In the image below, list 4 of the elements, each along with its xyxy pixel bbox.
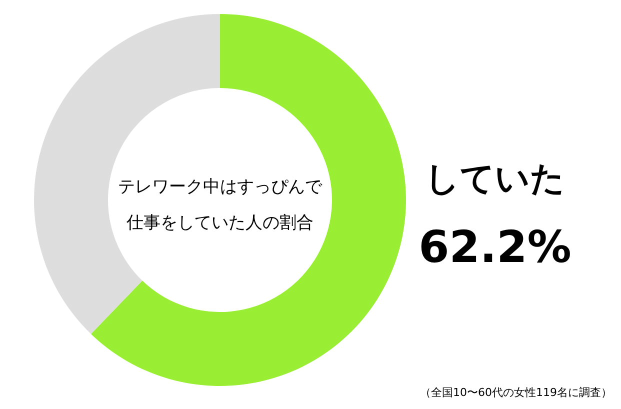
text: テレワーク中はすっぴんで仕事をしていた人の割合 [118, 177, 323, 233]
data-label: 62.2% [418, 222, 572, 273]
text: （全国10〜60代の女性119名に調査） [420, 386, 612, 399]
slice-label: していた [425, 159, 565, 199]
